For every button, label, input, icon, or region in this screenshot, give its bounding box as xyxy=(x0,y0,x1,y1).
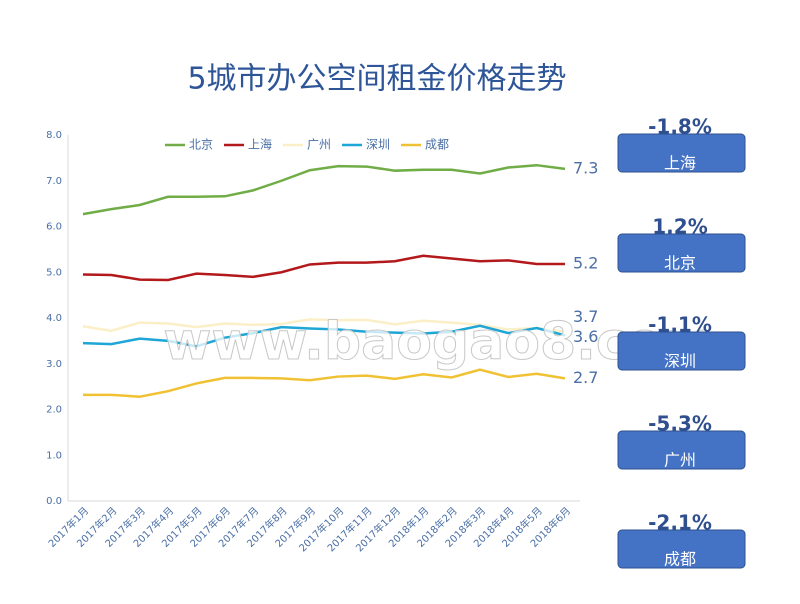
y-tick-label: 2.0 xyxy=(46,405,62,416)
legend-label: 上海 xyxy=(248,137,272,152)
city-box xyxy=(617,133,746,173)
legend-label: 广州 xyxy=(307,138,331,152)
series-line xyxy=(82,163,566,216)
end-label: 7.3 xyxy=(573,158,598,177)
city-name: 成都 xyxy=(664,550,696,569)
series-line xyxy=(82,324,566,348)
city-name: 上海 xyxy=(664,154,696,173)
y-tick-label: 7.0 xyxy=(46,176,62,187)
y-tick-label: 5.0 xyxy=(46,267,62,278)
end-label: 3.7 xyxy=(573,307,598,326)
series-line xyxy=(82,254,565,282)
series-line xyxy=(83,368,566,398)
change-value: 1.2% xyxy=(652,215,707,239)
y-tick-label: 0.0 xyxy=(46,496,62,507)
city-box xyxy=(617,430,746,470)
legend-label: 成都 xyxy=(425,138,449,152)
city-box xyxy=(617,233,746,273)
change-value: -2.1% xyxy=(648,511,712,535)
city-box xyxy=(617,529,746,569)
change-value: -5.3% xyxy=(648,412,712,436)
y-tick-label: 8.0 xyxy=(46,130,62,141)
city-name: 深圳 xyxy=(664,352,696,371)
city-name: 广州 xyxy=(664,451,696,470)
city-box xyxy=(617,331,746,371)
end-label: 3.6 xyxy=(573,327,598,346)
series-line xyxy=(82,318,566,333)
end-label: 2.7 xyxy=(573,368,598,387)
chart-title: 5城市办公空间租金价格走势 xyxy=(187,62,566,97)
city-name: 北京 xyxy=(664,254,696,273)
legend-label: 北京 xyxy=(189,138,213,152)
y-tick-label: 1.0 xyxy=(46,450,62,461)
change-value: -1.1% xyxy=(648,313,712,337)
y-tick-label: 4.0 xyxy=(46,313,62,324)
change-value: -1.8% xyxy=(648,115,712,139)
y-tick-label: 6.0 xyxy=(46,222,62,233)
y-tick-label: 3.0 xyxy=(46,359,62,370)
legend-label: 深圳 xyxy=(366,138,390,152)
end-label: 5.2 xyxy=(573,254,598,273)
